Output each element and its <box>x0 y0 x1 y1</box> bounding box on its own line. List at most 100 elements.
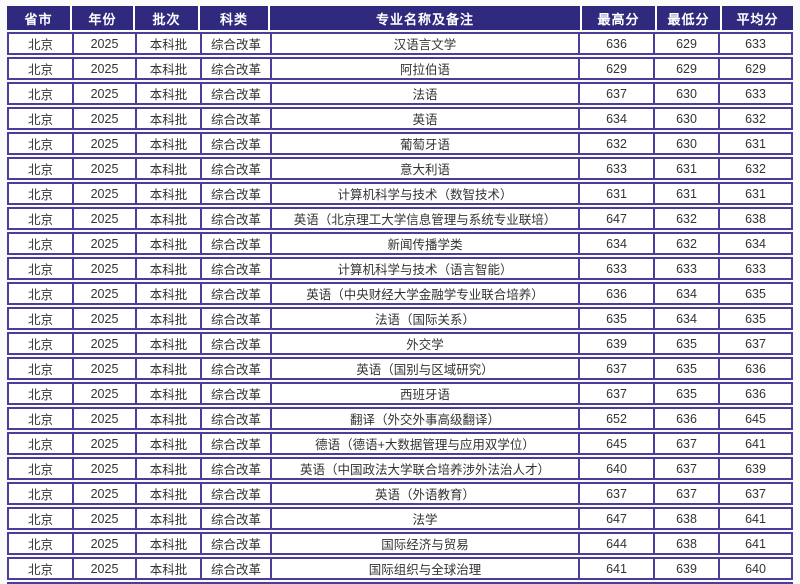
cell-avg: 635 <box>745 286 766 301</box>
cell-province: 北京 <box>9 184 74 203</box>
table-row: 北京 2025 本科批 综合改革 德语（德语+大数据管理与应用双学位） 645 637 641 <box>7 432 793 455</box>
cell-province: 北京 <box>9 159 74 178</box>
cell-major: 葡萄牙语 <box>272 134 580 153</box>
cell-max: 635 <box>580 309 655 328</box>
cell-batch: 本科批 <box>137 434 202 453</box>
header-cell-major: 专业名称及备注 <box>270 6 582 30</box>
cell-min: 637 <box>655 459 720 478</box>
cell-major: 英语（北京理工大学信息管理与系统专业联培） <box>272 209 580 228</box>
cell-year: 2025 <box>74 559 137 578</box>
cell-province: 北京 <box>9 84 74 103</box>
cell-min: 630 <box>655 134 720 153</box>
table-row: 北京 2025 本科批 综合改革 法学 647 638 641 <box>7 507 793 530</box>
cell-category: 综合改革 <box>202 34 272 53</box>
cell-batch: 本科批 <box>137 284 202 303</box>
table-row: 北京 2025 本科批 综合改革 国际组织与全球治理 641 639 640 <box>7 557 793 580</box>
table-row: 北京 2025 本科批 综合改革 西班牙语 637 635 636 <box>7 382 793 405</box>
cell-min: 638 <box>655 534 720 553</box>
cell-major: 法语 <box>272 84 580 103</box>
cell-province: 北京 <box>9 309 74 328</box>
cell-year: 2025 <box>74 509 137 528</box>
cell-category: 综合改革 <box>202 559 272 578</box>
cell-category: 综合改革 <box>202 234 272 253</box>
cell-province: 北京 <box>9 209 74 228</box>
cell-max: 636 <box>580 34 655 53</box>
cell-max: 632 <box>580 134 655 153</box>
cell-category: 综合改革 <box>202 309 272 328</box>
cell-category: 综合改革 <box>202 459 272 478</box>
cell-avg: 636 <box>745 361 766 376</box>
cell-batch: 本科批 <box>137 484 202 503</box>
table-row: 北京 2025 本科批 综合改革 英语（国别与区域研究） 637 635 636 <box>7 357 793 380</box>
cell-min: 636 <box>655 409 720 428</box>
cell-batch: 本科批 <box>137 559 202 578</box>
table-row: 北京 2025 本科批 综合改革 英语（中国政法大学联合培养涉外法治人才） 640 637 6… <box>7 457 793 480</box>
cell-max: 637 <box>580 384 655 403</box>
cell-major: 阿拉伯语 <box>272 59 580 78</box>
partial-row <box>7 582 793 584</box>
cell-batch: 本科批 <box>137 334 202 353</box>
header-cell-category: 科类 <box>200 6 270 30</box>
header-cell-max: 最高分 <box>582 6 657 30</box>
cell-batch: 本科批 <box>137 209 202 228</box>
cell-batch: 本科批 <box>137 109 202 128</box>
cell-province: 北京 <box>9 409 74 428</box>
cell-year: 2025 <box>74 84 137 103</box>
cell-province: 北京 <box>9 234 74 253</box>
cell-avg: 640 <box>745 561 766 576</box>
cell-max: 644 <box>580 534 655 553</box>
cell-min: 629 <box>655 59 720 78</box>
header-cell-batch: 批次 <box>135 6 200 30</box>
table-row: 北京 2025 本科批 综合改革 英语 634 630 632 <box>7 107 793 130</box>
cell-year: 2025 <box>74 59 137 78</box>
cell-avg: 633 <box>745 261 766 276</box>
cell-min: 637 <box>655 484 720 503</box>
cell-major: 英语（国别与区域研究） <box>272 359 580 378</box>
cell-province: 北京 <box>9 284 74 303</box>
cell-min: 635 <box>655 384 720 403</box>
table-row: 北京 2025 本科批 综合改革 法语（国际关系） 635 634 635 <box>7 307 793 330</box>
cell-year: 2025 <box>74 109 137 128</box>
cell-max: 647 <box>580 509 655 528</box>
cell-category: 综合改革 <box>202 284 272 303</box>
cell-major: 意大利语 <box>272 159 580 178</box>
cell-province: 北京 <box>9 334 74 353</box>
cell-batch: 本科批 <box>137 234 202 253</box>
cell-avg: 634 <box>745 236 766 251</box>
cell-province: 北京 <box>9 434 74 453</box>
cell-max: 634 <box>580 234 655 253</box>
cell-avg: 631 <box>745 186 766 201</box>
cell-max: 631 <box>580 184 655 203</box>
cell-province: 北京 <box>9 509 74 528</box>
cell-year: 2025 <box>74 459 137 478</box>
cell-avg: 641 <box>745 536 766 551</box>
table-row: 北京 2025 本科批 综合改革 翻译（外交外事高级翻译） 652 636 645 <box>7 407 793 430</box>
cell-avg: 641 <box>745 511 766 526</box>
cell-category: 综合改革 <box>202 359 272 378</box>
cell-major: 外交学 <box>272 334 580 353</box>
cell-avg: 633 <box>745 36 766 51</box>
cell-min: 634 <box>655 284 720 303</box>
cell-province: 北京 <box>9 559 74 578</box>
table-row: 北京 2025 本科批 综合改革 汉语言文学 636 629 633 <box>7 32 793 55</box>
cell-min: 632 <box>655 209 720 228</box>
cell-avg: 633 <box>745 86 766 101</box>
cell-max: 637 <box>580 484 655 503</box>
cell-batch: 本科批 <box>137 259 202 278</box>
cell-category: 综合改革 <box>202 334 272 353</box>
cell-max: 647 <box>580 209 655 228</box>
cell-major: 国际经济与贸易 <box>272 534 580 553</box>
admission-scores-table: 省市 年份 批次 科类 专业名称及备注 最高分 最低分 平均分 北京 2025 本科批 综合改革 汉语… <box>7 6 793 584</box>
cell-min: 637 <box>655 434 720 453</box>
cell-max: 640 <box>580 459 655 478</box>
cell-min: 631 <box>655 184 720 203</box>
header-cell-year: 年份 <box>72 6 135 30</box>
cell-year: 2025 <box>74 534 137 553</box>
cell-batch: 本科批 <box>137 359 202 378</box>
cell-batch: 本科批 <box>137 509 202 528</box>
cell-province: 北京 <box>9 484 74 503</box>
cell-year: 2025 <box>74 384 137 403</box>
cell-max: 637 <box>580 84 655 103</box>
cell-max: 639 <box>580 334 655 353</box>
